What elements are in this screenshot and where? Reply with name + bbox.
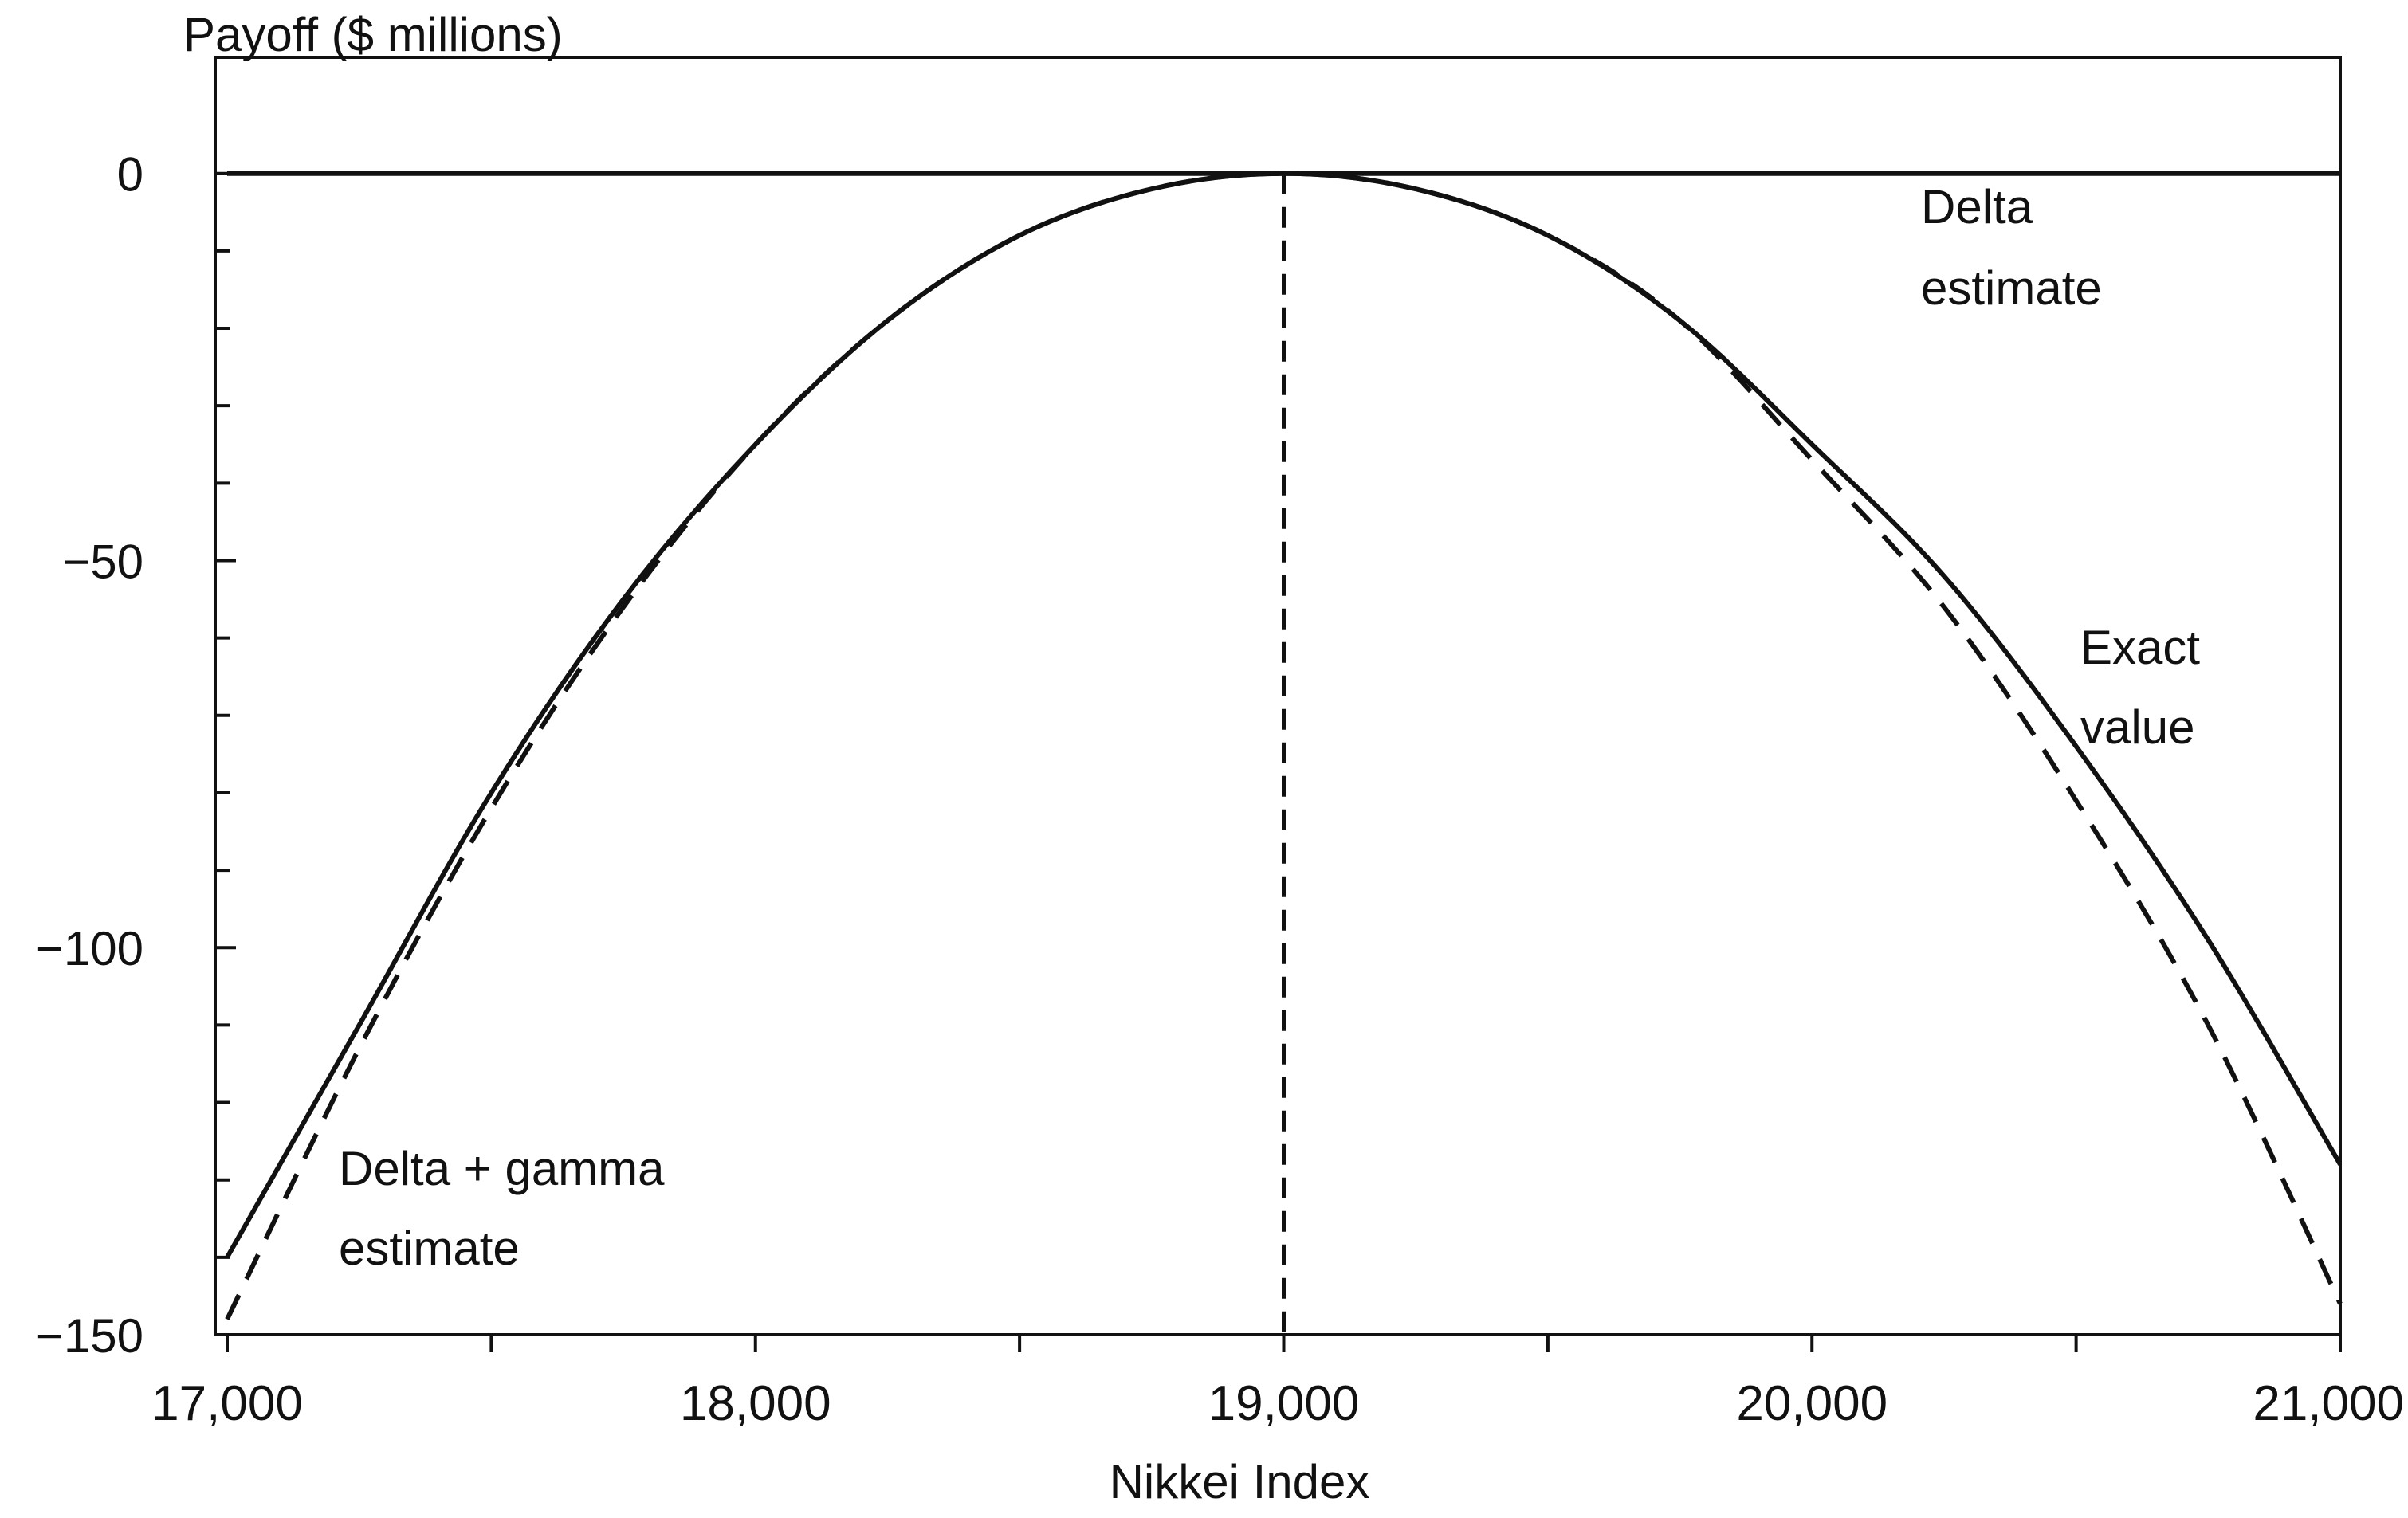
- series-layer: [225, 171, 2343, 1320]
- y-tick-label-0: 0: [117, 148, 143, 202]
- x-tick-label-1: 18,000: [680, 1376, 831, 1431]
- annotation-delta-gamma-estimate: Delta + gamma estimate: [339, 1142, 665, 1275]
- x-axis-label: Nikkei Index: [1110, 1455, 1370, 1508]
- annotation-delta-gamma-estimate-line1: Delta + gamma: [339, 1142, 665, 1195]
- annotation-exact-value-line1: Exact: [2080, 621, 2200, 674]
- annotation-delta-estimate: Delta estimate: [1921, 180, 2102, 315]
- x-tick-label-0: 17,000: [151, 1376, 303, 1431]
- annotation-exact-value: Exact value: [2080, 621, 2200, 754]
- x-axis-ticks: 17,000 18,000 19,000 20,000 21,000: [151, 1335, 2404, 1431]
- annotation-delta-estimate-line2: estimate: [1921, 261, 2102, 315]
- x-tick-label-3: 20,000: [1736, 1376, 1888, 1431]
- annotation-delta-gamma-estimate-line2: estimate: [339, 1222, 520, 1275]
- plot-frame: [214, 56, 2342, 1336]
- y-tick-label-2: −100: [36, 922, 143, 975]
- annotation-exact-value-line2: value: [2080, 700, 2194, 754]
- y-axis-label: Payoff ($ millions): [183, 8, 563, 61]
- series-delta-gamma-estimate: [225, 171, 2343, 1320]
- x-tick-label-2: 19,000: [1208, 1376, 1360, 1431]
- series-exact-value: [225, 171, 2343, 1259]
- y-tick-label-3: −150: [36, 1309, 143, 1363]
- y-tick-label-1: −50: [62, 535, 143, 588]
- annotation-delta-estimate-line1: Delta: [1921, 180, 2033, 233]
- y-axis-ticks: 0 −50 −100 −150: [36, 148, 236, 1363]
- x-tick-label-4: 21,000: [2253, 1376, 2404, 1431]
